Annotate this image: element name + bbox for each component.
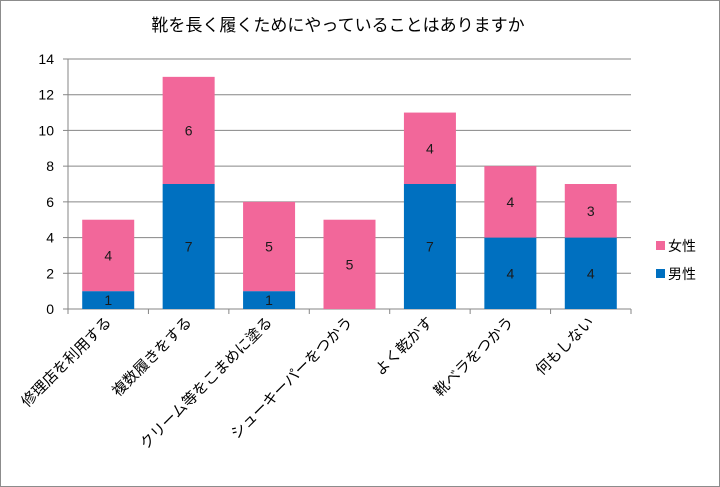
- x-category-label: 複数履きをする: [108, 313, 195, 400]
- bar-segment: [403, 112, 456, 184]
- bars: [82, 76, 617, 309]
- data-label: 4: [587, 265, 595, 281]
- bar-segment: [243, 201, 296, 292]
- gridlines: [68, 58, 631, 274]
- y-tick-label: 2: [46, 265, 54, 281]
- bar-segment: [162, 184, 215, 309]
- bar-segment: [564, 237, 617, 309]
- bar-segment: [82, 291, 135, 309]
- x-category-label: 靴べラをつかう: [430, 313, 517, 400]
- x-category-label: 修理店を利用する: [17, 313, 115, 411]
- bar-segment: [484, 166, 537, 238]
- bar-segment: [243, 291, 296, 309]
- data-label: 5: [346, 256, 354, 272]
- data-label: 3: [587, 203, 595, 219]
- bar-segment: [323, 219, 376, 309]
- chart-title: 靴を長く履くためにやっていることはありますか: [151, 16, 524, 36]
- legend-swatch: [656, 269, 665, 278]
- x-category-label: よく乾かす: [371, 313, 437, 379]
- y-tick-label: 6: [46, 194, 54, 210]
- legend-label: 女性: [668, 238, 696, 255]
- y-tick-label: 4: [46, 230, 54, 246]
- y-tick-label: 8: [46, 158, 54, 174]
- y-tick-label: 10: [38, 122, 54, 138]
- data-label: 4: [426, 140, 434, 156]
- data-label: 5: [265, 239, 273, 255]
- data-label: 6: [185, 122, 193, 138]
- bar-segment: [564, 184, 617, 238]
- bar-segment: [484, 237, 537, 309]
- bar-segment: [162, 76, 215, 184]
- legend-swatch: [656, 241, 665, 250]
- data-label: 4: [506, 265, 514, 281]
- y-tick-label: 12: [38, 87, 54, 103]
- data-label: 7: [426, 239, 434, 255]
- bar-segment: [82, 219, 135, 292]
- data-label: 1: [104, 292, 112, 308]
- data-label: 7: [185, 239, 193, 255]
- y-tick-label: 0: [46, 301, 54, 317]
- x-category-label: クリーム等をこまめに塗る: [136, 313, 276, 453]
- bar-segment: [403, 184, 456, 309]
- data-label: 1: [265, 292, 273, 308]
- legend-label: 男性: [668, 267, 696, 283]
- data-label: 4: [506, 194, 514, 210]
- y-tick-label: 14: [38, 51, 54, 67]
- data-label: 4: [104, 247, 112, 263]
- y-axis-ticks: 0 2 4 6 8 10 12 14: [38, 51, 54, 317]
- x-category-label: 何もしない: [532, 313, 598, 379]
- data-labels: 1 4 7 6 1 5 5 7 4 4 4 4 3: [104, 122, 595, 308]
